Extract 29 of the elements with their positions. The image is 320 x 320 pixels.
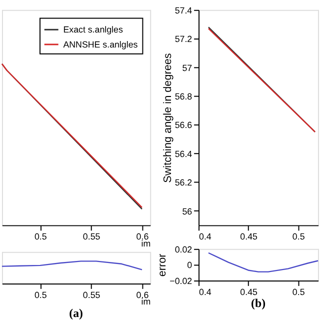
text: (b): [251, 296, 266, 310]
x-tick-label: 0.5: [34, 232, 47, 242]
y-tick-label: 57: [182, 62, 192, 73]
y-tick-label: 56.8: [174, 91, 192, 102]
x-tick-label: 0.4: [199, 286, 212, 297]
legend-label: ANNSHE s.anlgles: [63, 39, 138, 50]
y-axis-title: error: [156, 253, 169, 277]
x-tick-label: 0.45: [240, 286, 258, 297]
y-tick-label: 56.6: [174, 120, 192, 130]
x-tick-label: 0.55: [82, 232, 100, 242]
text: (a): [69, 306, 84, 320]
x-tick-label: 0.55: [82, 290, 100, 300]
y-tick-label: −0.02: [170, 276, 192, 286]
y-tick-label: 0: [187, 260, 192, 270]
x-tick-label: 0.4: [199, 232, 212, 242]
legend-label: Exact s.anlgles: [63, 24, 124, 35]
y-tick-label: 57.2: [174, 34, 192, 44]
x-tick-label: 0.6: [136, 232, 149, 242]
x-tick-label: 0.5: [34, 290, 47, 300]
x-tick-label: 0.5: [292, 232, 305, 242]
y-tick-label: 56.2: [174, 178, 192, 188]
line-series: [208, 252, 319, 272]
y-tick-label: 56.4: [174, 148, 192, 159]
y-tick-label: 56: [182, 206, 192, 216]
y-tick-label: 57.4: [174, 5, 192, 16]
x-tick-label: 0.45: [240, 232, 258, 242]
y-axis-title: Switching angle in degrees: [162, 52, 174, 183]
y-tick-label: 0.02: [174, 244, 192, 254]
x-tick-label: 0.5: [292, 286, 305, 297]
